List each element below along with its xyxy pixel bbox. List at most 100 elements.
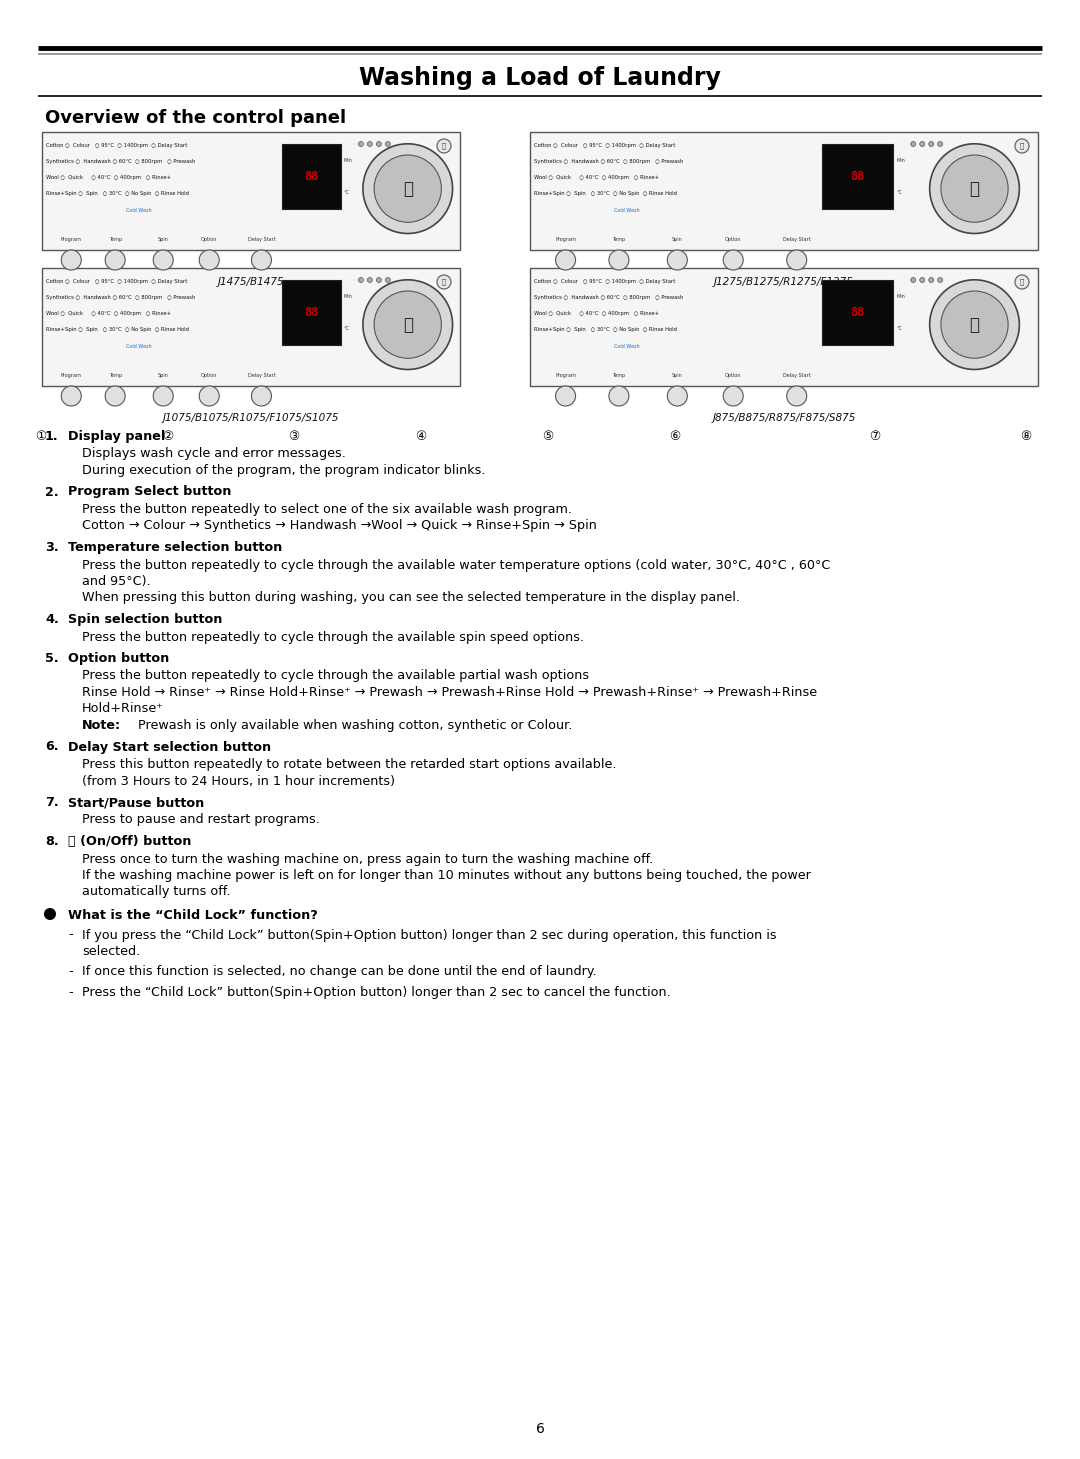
Circle shape	[786, 249, 807, 270]
Text: Cotton ○  Colour   ○ 95°C  ○ 1400rpm  ○ Delay Start: Cotton ○ Colour ○ 95°C ○ 1400rpm ○ Delay…	[46, 143, 187, 149]
Text: Synthetics ○  Handwash ○ 60°C  ○ 800rpm   ○ Prewash: Synthetics ○ Handwash ○ 60°C ○ 800rpm ○ …	[46, 159, 195, 165]
Text: Spin selection button: Spin selection button	[68, 613, 222, 626]
Circle shape	[609, 249, 629, 270]
Text: selected.: selected.	[82, 945, 140, 959]
Text: Wool ○  Quick     ○ 40°C  ○ 400rpm   ○ Rinse+: Wool ○ Quick ○ 40°C ○ 400rpm ○ Rinse+	[534, 312, 659, 317]
Text: Delay Start selection button: Delay Start selection button	[68, 741, 271, 753]
Text: Delay Start: Delay Start	[247, 374, 275, 378]
Text: °C: °C	[343, 190, 350, 196]
Text: 4.: 4.	[45, 613, 58, 626]
Circle shape	[367, 142, 373, 146]
Bar	[282, 144, 341, 209]
Text: 5.: 5.	[45, 652, 58, 665]
Text: Spin: Spin	[672, 374, 683, 378]
Text: What is the “Child Lock” function?: What is the “Child Lock” function?	[68, 909, 318, 922]
Text: Synthetics ○  Handwash ○ 60°C  ○ 800rpm   ○ Prewash: Synthetics ○ Handwash ○ 60°C ○ 800rpm ○ …	[46, 296, 195, 301]
Circle shape	[153, 387, 173, 406]
Text: 7.: 7.	[45, 797, 58, 808]
Text: ⏻: ⏻	[1020, 143, 1024, 149]
Text: 88: 88	[305, 169, 319, 182]
Bar	[822, 280, 893, 344]
Circle shape	[62, 249, 81, 270]
Text: Spin: Spin	[158, 238, 168, 242]
Text: Cotton ○  Colour   ○ 95°C  ○ 1400rpm  ○ Delay Start: Cotton ○ Colour ○ 95°C ○ 1400rpm ○ Delay…	[534, 280, 675, 285]
Text: 6: 6	[536, 1423, 544, 1436]
Text: Delay Start: Delay Start	[247, 238, 275, 242]
Text: Synthetics ○  Handwash ○ 60°C  ○ 800rpm   ○ Prewash: Synthetics ○ Handwash ○ 60°C ○ 800rpm ○ …	[534, 296, 684, 301]
Text: -: -	[68, 928, 72, 941]
Text: Overview of the control panel: Overview of the control panel	[45, 109, 346, 127]
Text: Temp: Temp	[109, 238, 122, 242]
Circle shape	[44, 907, 56, 921]
Circle shape	[363, 280, 453, 369]
Text: Rinse+Spin ○  Spin   ○ 30°C  ○ No Spin  ○ Rinse Hold: Rinse+Spin ○ Spin ○ 30°C ○ No Spin ○ Rin…	[46, 191, 189, 197]
Text: 1.: 1.	[45, 430, 58, 444]
Text: Min: Min	[896, 293, 905, 299]
Text: Option: Option	[201, 238, 217, 242]
Text: Press the “Child Lock” button(Spin+Option button) longer than 2 sec to cancel th: Press the “Child Lock” button(Spin+Optio…	[82, 986, 671, 999]
Circle shape	[937, 142, 943, 146]
Circle shape	[667, 387, 687, 406]
Text: Rinse+Spin ○  Spin   ○ 30°C  ○ No Spin  ○ Rinse Hold: Rinse+Spin ○ Spin ○ 30°C ○ No Spin ○ Rin…	[534, 191, 677, 197]
Circle shape	[555, 387, 576, 406]
Text: 8.: 8.	[45, 835, 58, 848]
Text: Cotton → Colour → Synthetics → Handwash →Wool → Quick → Rinse+Spin → Spin: Cotton → Colour → Synthetics → Handwash …	[82, 519, 597, 533]
Circle shape	[359, 142, 363, 146]
Text: Cold Wash: Cold Wash	[126, 343, 151, 349]
Text: Rinse+Spin ○  Spin   ○ 30°C  ○ No Spin  ○ Rinse Hold: Rinse+Spin ○ Spin ○ 30°C ○ No Spin ○ Rin…	[46, 327, 189, 333]
Circle shape	[920, 142, 924, 146]
Circle shape	[199, 387, 219, 406]
Text: ①: ①	[36, 429, 46, 442]
Text: Wool ○  Quick     ○ 40°C  ○ 400rpm   ○ Rinse+: Wool ○ Quick ○ 40°C ○ 400rpm ○ Rinse+	[46, 175, 171, 181]
Text: °C: °C	[343, 325, 350, 331]
Text: Hold+Rinse⁺: Hold+Rinse⁺	[82, 702, 164, 715]
Text: Note:: Note:	[82, 719, 121, 732]
Circle shape	[910, 142, 916, 146]
Text: -: -	[68, 966, 72, 979]
Text: Option: Option	[725, 238, 741, 242]
Text: °C: °C	[896, 325, 902, 331]
Circle shape	[555, 249, 576, 270]
Text: Press the button repeatedly to select one of the six available wash program.: Press the button repeatedly to select on…	[82, 503, 572, 516]
Text: If you press the “Child Lock” button(Spin+Option button) longer than 2 sec durin: If you press the “Child Lock” button(Spi…	[82, 928, 777, 941]
Circle shape	[437, 139, 451, 153]
Text: Press the button repeatedly to cycle through the available water temperature opt: Press the button repeatedly to cycle thr…	[82, 559, 831, 572]
Circle shape	[910, 277, 916, 283]
Text: Min: Min	[343, 158, 352, 162]
Text: Delay Start: Delay Start	[783, 238, 811, 242]
Text: Press to pause and restart programs.: Press to pause and restart programs.	[82, 814, 320, 826]
Text: Wool ○  Quick     ○ 40°C  ○ 400rpm   ○ Rinse+: Wool ○ Quick ○ 40°C ○ 400rpm ○ Rinse+	[46, 312, 171, 317]
Circle shape	[724, 249, 743, 270]
Circle shape	[1015, 139, 1029, 153]
Circle shape	[930, 280, 1020, 369]
Text: Option: Option	[725, 374, 741, 378]
Circle shape	[199, 249, 219, 270]
Text: Option: Option	[201, 374, 217, 378]
Text: °C: °C	[896, 190, 902, 196]
Text: Min: Min	[896, 158, 905, 162]
Circle shape	[386, 142, 390, 146]
Text: Wool ○  Quick     ○ 40°C  ○ 400rpm   ○ Rinse+: Wool ○ Quick ○ 40°C ○ 400rpm ○ Rinse+	[534, 175, 659, 181]
Circle shape	[786, 387, 807, 406]
Text: During execution of the program, the program indicator blinks.: During execution of the program, the pro…	[82, 464, 486, 477]
Circle shape	[367, 277, 373, 283]
Text: When pressing this button during washing, you can see the selected temperature i: When pressing this button during washing…	[82, 591, 740, 604]
Text: 3.: 3.	[45, 541, 58, 554]
Circle shape	[920, 277, 924, 283]
Text: Option button: Option button	[68, 652, 170, 665]
Bar	[282, 280, 341, 344]
Text: 88: 88	[305, 306, 319, 318]
Text: Program Select button: Program Select button	[68, 486, 231, 499]
Text: Cotton ○  Colour   ○ 95°C  ○ 1400rpm  ○ Delay Start: Cotton ○ Colour ○ 95°C ○ 1400rpm ○ Delay…	[534, 143, 675, 149]
Circle shape	[941, 290, 1008, 359]
Text: ⑤: ⑤	[542, 429, 553, 442]
Text: 2.: 2.	[45, 486, 58, 499]
Text: Display panel: Display panel	[68, 430, 165, 444]
Circle shape	[105, 387, 125, 406]
Circle shape	[376, 277, 381, 283]
Circle shape	[609, 387, 629, 406]
Circle shape	[1015, 274, 1029, 289]
Circle shape	[363, 144, 453, 233]
Text: ⓞ (On/Off) button: ⓞ (On/Off) button	[68, 835, 191, 848]
Text: J875/B875/R875/F875/S875: J875/B875/R875/F875/S875	[713, 413, 855, 423]
